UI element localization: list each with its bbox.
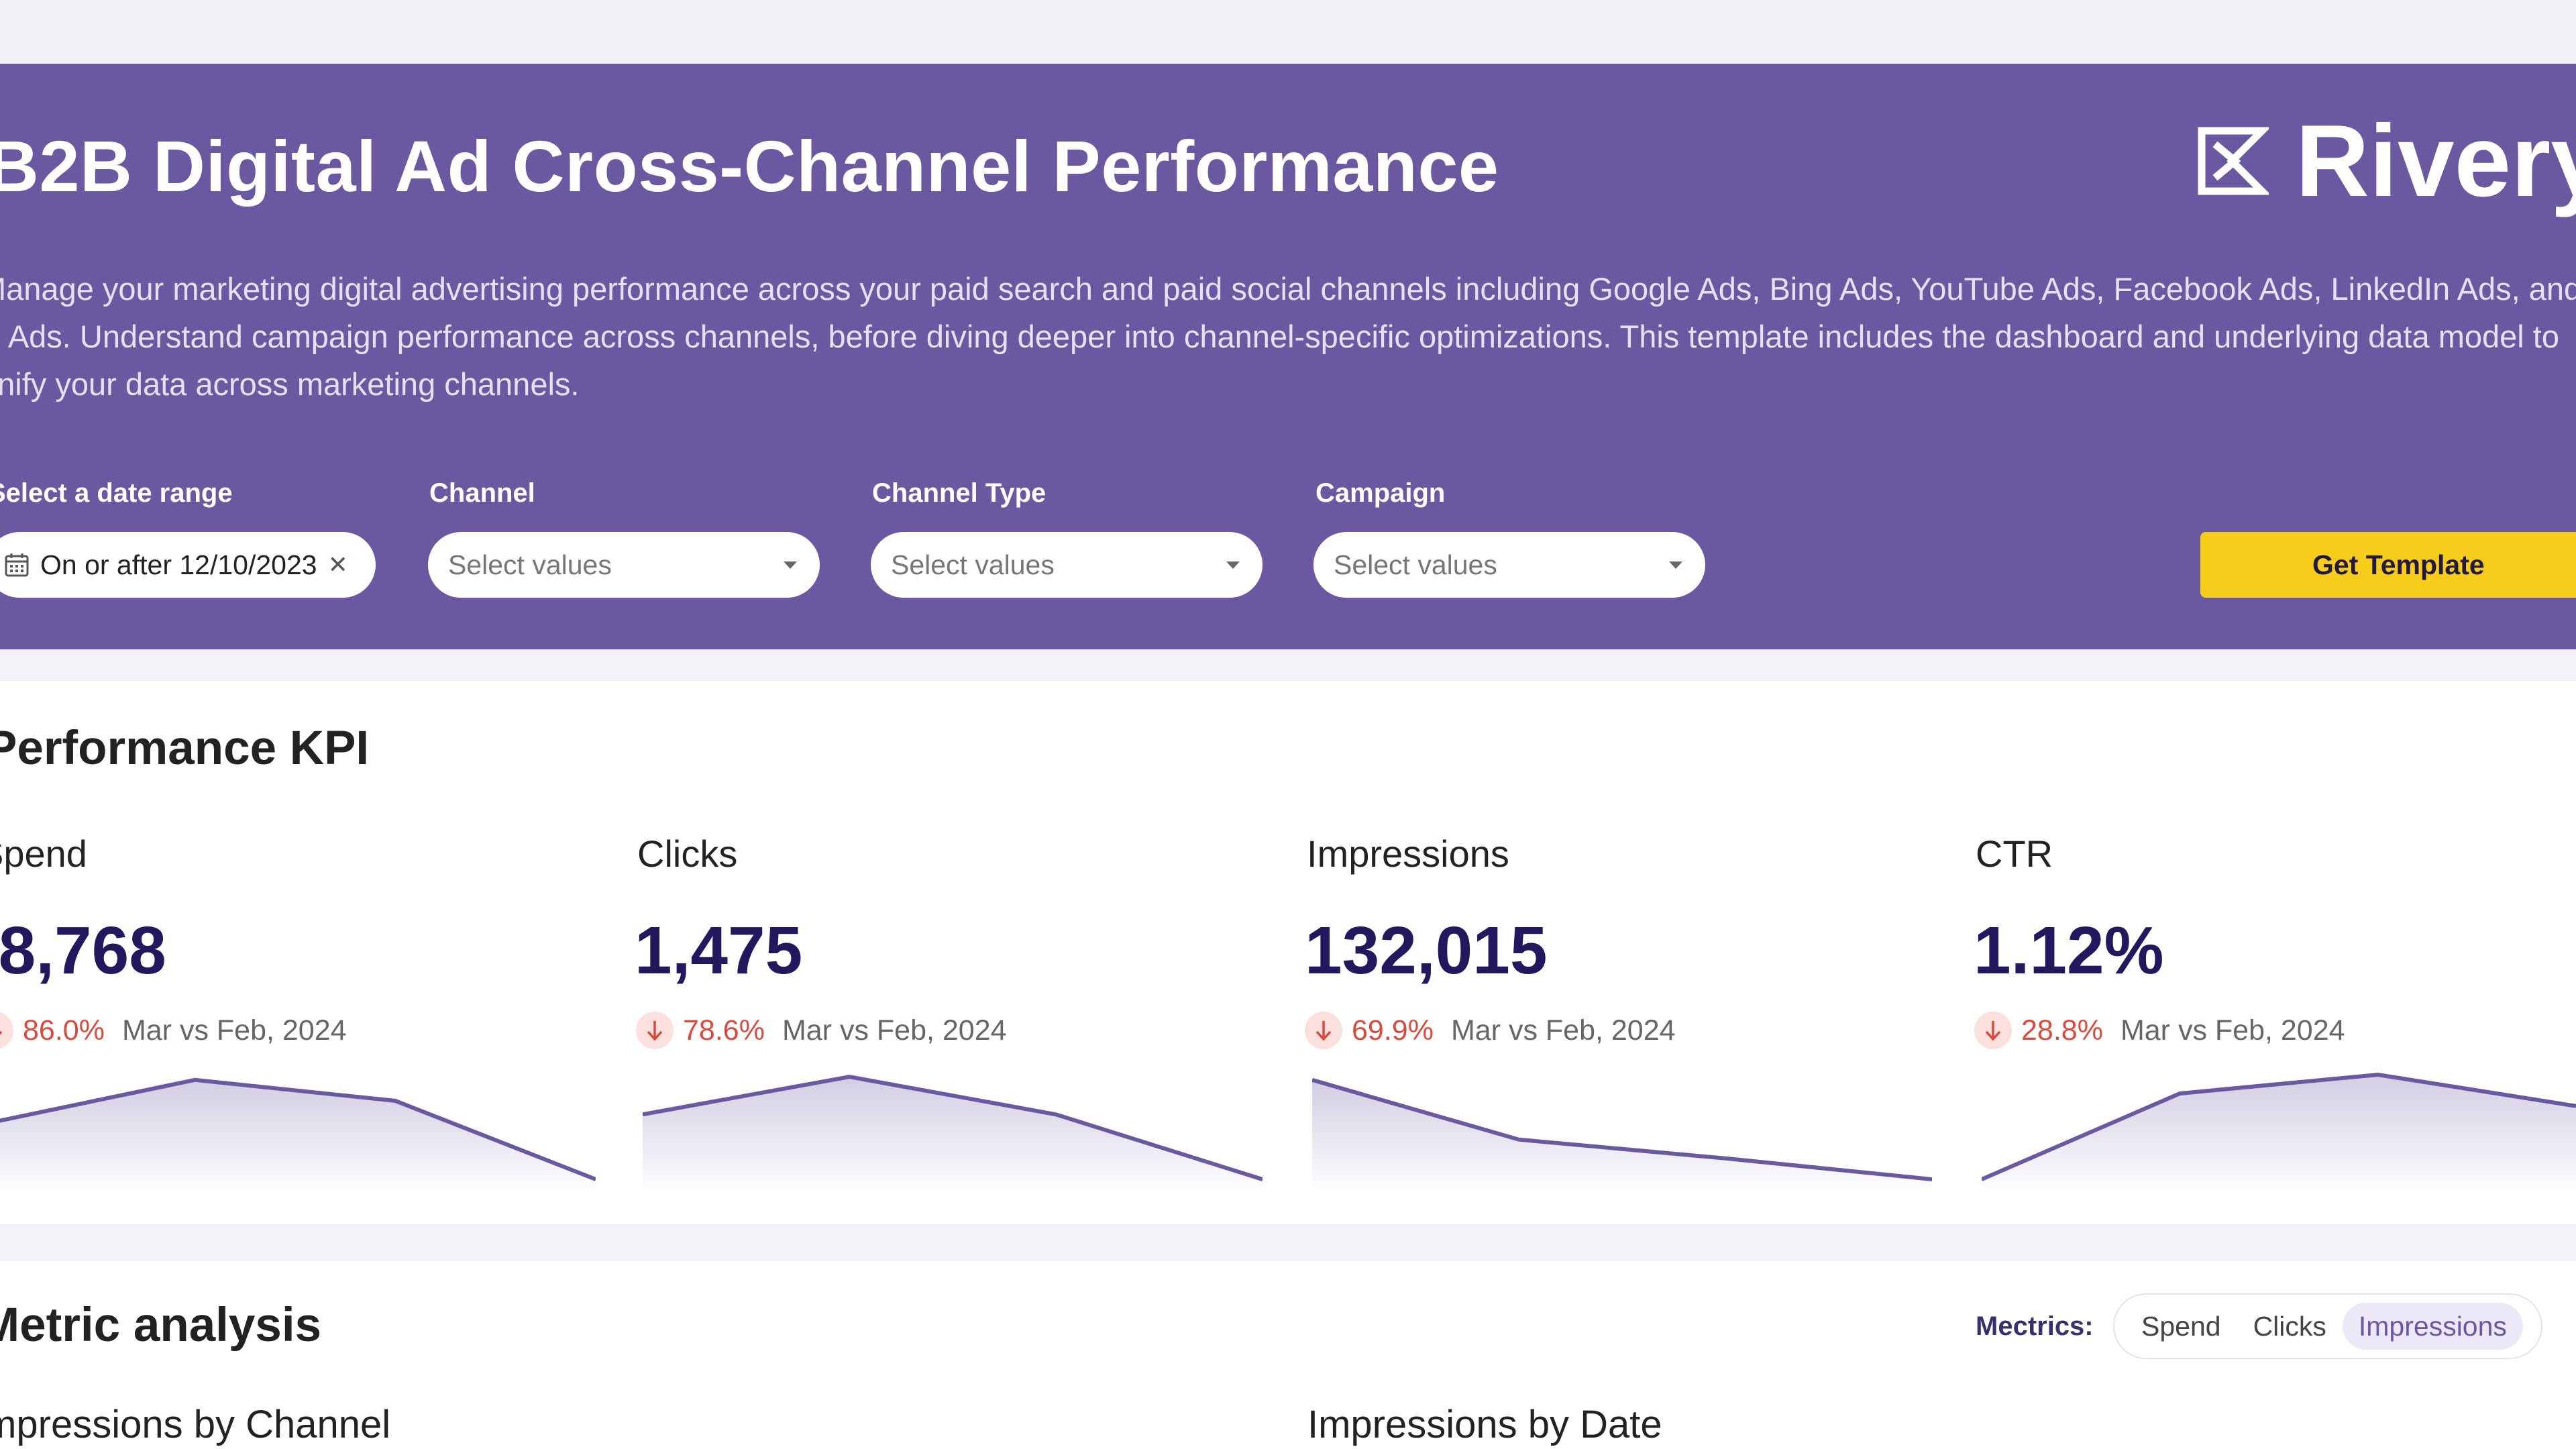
logo-wordmark: Rivery [2296, 103, 2576, 218]
description-line: unify your data across marketing channel… [0, 366, 580, 402]
kpi-change-percent: 28.8% [2021, 1014, 2103, 1046]
kpi-label-clicks: Clicks [637, 833, 738, 875]
kpi-value-clicks: 1,475 [635, 913, 803, 988]
kpi-change-ctr: 28.8% Mar vs Feb, 2024 [1974, 1012, 2345, 1049]
metric-option-clicks[interactable]: Clicks [2253, 1310, 2326, 1342]
dashboard-description: Manage your marketing digital advertisin… [0, 265, 2576, 408]
dashboard-title: B2B Digital Ad Cross-Channel Performance [0, 125, 1499, 207]
sparkline-ctr [1982, 1072, 2576, 1187]
date-range-label: Select a date range [0, 478, 233, 508]
rivery-logo-icon [2198, 127, 2269, 195]
sparkline-clicks [643, 1075, 1263, 1187]
sparkline-area [1312, 1079, 1932, 1187]
kpi-value-spend: $8,768 [0, 913, 166, 988]
campaign-select[interactable]: Select values [1313, 532, 1705, 598]
header-banner [0, 64, 2576, 649]
kpi-label-ctr: CTR [1976, 833, 2053, 875]
down-arrow-icon [636, 1012, 674, 1049]
kpi-comparison-period: Mar vs Feb, 2024 [782, 1014, 1007, 1046]
channel-filter-label: Channel [429, 478, 535, 508]
down-arrow-icon [1305, 1012, 1342, 1049]
campaign-select-placeholder: Select values [1334, 549, 1497, 580]
date-range-picker[interactable]: On or after 12/10/2023 ✕ [0, 532, 376, 598]
down-arrow-icon [0, 1012, 13, 1049]
get-template-button[interactable]: Get Template [2200, 532, 2576, 598]
sparkline-line [1312, 1077, 1932, 1181]
metrics-toggle-label: Mectrics: [1976, 1311, 2094, 1341]
channel-select[interactable]: Select values [428, 532, 820, 598]
kpi-comparison-period: Mar vs Feb, 2024 [1450, 1014, 1676, 1046]
chevron-down-icon [1669, 561, 1682, 569]
description-line: X Ads. Understand campaign performance a… [0, 319, 2559, 354]
kpi-change-spend: 86.0% Mar vs Feb, 2024 [0, 1012, 347, 1049]
metric-analysis-section [0, 1261, 2576, 1449]
rivery-logo: Rivery [2195, 104, 2576, 218]
sparkline-area [1982, 1075, 2576, 1187]
kpi-section-title: Performance KPI [0, 722, 370, 775]
calendar-icon [5, 553, 29, 577]
campaign-filter-label: Campaign [1316, 478, 1446, 508]
channel-type-filter-label: Channel Type [872, 478, 1046, 508]
down-arrow-icon [1974, 1012, 2012, 1049]
kpi-value-ctr: 1.12% [1974, 913, 2164, 988]
metrics-toggle: Spend Clicks Impressions [2113, 1293, 2542, 1359]
sparkline-spend [0, 1077, 596, 1187]
sparkline-area [0, 1079, 596, 1187]
sparkline-line [643, 1075, 1263, 1181]
channel-select-placeholder: Select values [448, 549, 612, 580]
kpi-change-impressions: 69.9% Mar vs Feb, 2024 [1305, 1012, 1676, 1049]
kpi-change-percent: 69.9% [1352, 1014, 1434, 1046]
sparkline-area [643, 1077, 1263, 1187]
sparkline-line [1982, 1072, 2576, 1181]
kpi-label-spend: Spend [0, 833, 87, 875]
sparkline-line [0, 1077, 596, 1181]
description-line: Manage your marketing digital advertisin… [0, 271, 2576, 307]
top-strip [0, 0, 2576, 64]
kpi-change-percent: 78.6% [683, 1014, 765, 1046]
kpi-comparison-period: Mar vs Feb, 2024 [2120, 1014, 2345, 1046]
metric-option-impressions[interactable]: Impressions [2342, 1303, 2523, 1350]
channel-type-select[interactable]: Select values [871, 532, 1263, 598]
clear-date-icon[interactable]: ✕ [327, 551, 348, 578]
kpi-value-impressions: 132,015 [1305, 913, 1548, 988]
kpi-label-impressions: Impressions [1307, 833, 1509, 875]
metric-option-spend[interactable]: Spend [2141, 1310, 2221, 1342]
chevron-down-icon [784, 561, 797, 569]
kpi-change-percent: 86.0% [23, 1014, 105, 1046]
chart-title-by-date: Impressions by Date [1307, 1403, 1662, 1446]
kpi-change-clicks: 78.6% Mar vs Feb, 2024 [636, 1012, 1007, 1049]
chart-title-by-channel: Impressions by Channel [0, 1403, 391, 1446]
kpi-comparison-period: Mar vs Feb, 2024 [121, 1014, 347, 1046]
analysis-section-title: Metric analysis [0, 1299, 322, 1352]
chevron-down-icon [1226, 561, 1240, 569]
sparkline-impressions [1312, 1077, 1932, 1187]
date-range-value: On or after 12/10/2023 [40, 549, 317, 580]
channel-type-select-placeholder: Select values [891, 549, 1055, 580]
